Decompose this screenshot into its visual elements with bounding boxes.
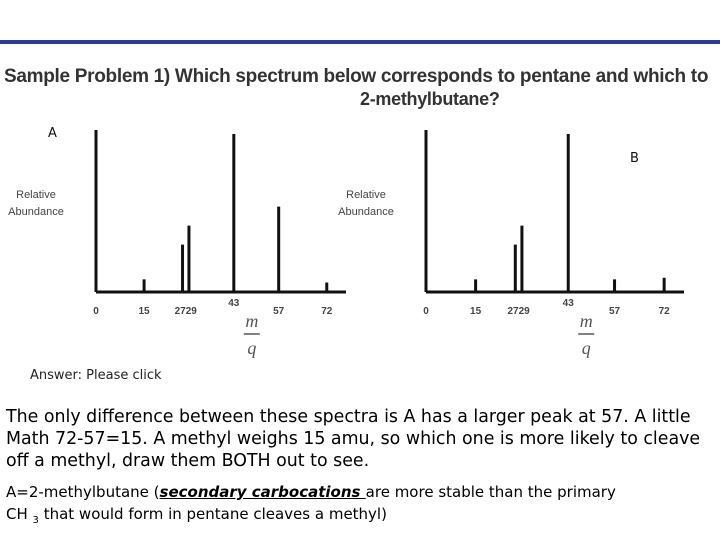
x-axis-label-m: m (245, 311, 258, 331)
heading-line-1: Sample Problem 1) Which spectrum below c… (4, 66, 709, 87)
y-axis-label-line-1: Relative (346, 189, 386, 201)
conclusion-text: A=2-methylbutane (secondary carbocations… (6, 481, 716, 532)
top-rule (0, 40, 720, 44)
tick-label-0: 0 (423, 306, 429, 317)
tick-label-57: 57 (609, 306, 621, 317)
x-axis-label-m: m (580, 311, 593, 331)
tick-label-72: 72 (659, 306, 671, 317)
x-axis-label-q: q (247, 338, 256, 358)
conclusion-sub: 3 (32, 515, 39, 526)
answer-prompt[interactable]: Answer: Please click (30, 368, 162, 383)
spectrum-b-label: B (630, 151, 639, 166)
conclusion-part-2: are more stable than the primary (365, 483, 616, 501)
conclusion-part-3: that would form in pentane cleaves a met… (38, 505, 387, 523)
explanation-text: The only difference between these spectr… (6, 407, 701, 471)
y-axis-label-line-1: Relative (16, 189, 56, 201)
x-axis-label-q: q (582, 338, 591, 358)
tick-label-43: 43 (228, 298, 240, 309)
y-axis-label-line-2: Abundance (8, 206, 64, 218)
tick-label-57: 57 (273, 306, 285, 317)
spectrum-b-chart: Relative Abundance 0 15 2729 43 57 72 mq (338, 130, 684, 358)
tick-label-72: 72 (321, 306, 333, 317)
tick-label-15: 15 (139, 306, 151, 317)
heading-line-2: 2-methylbutane? (360, 89, 500, 109)
spectrum-a-chart: Relative Abundance 0 15 2729 43 57 72 mq (8, 130, 346, 358)
conclusion-emphasis: secondary carbocations (159, 483, 366, 501)
tick-label-2729: 2729 (507, 306, 530, 317)
problem-heading: Sample Problem 1) Which spectrum below c… (4, 66, 716, 110)
spectrum-a-label: A (48, 126, 57, 141)
y-axis-label-line-2: Abundance (338, 206, 394, 218)
tick-label-15: 15 (470, 306, 482, 317)
conclusion-ch: CH (6, 505, 28, 523)
tick-label-43: 43 (563, 298, 575, 309)
tick-label-2729: 2729 (175, 306, 198, 317)
conclusion-part-1: A=2-methylbutane ( (6, 483, 160, 501)
tick-label-0: 0 (93, 306, 99, 317)
